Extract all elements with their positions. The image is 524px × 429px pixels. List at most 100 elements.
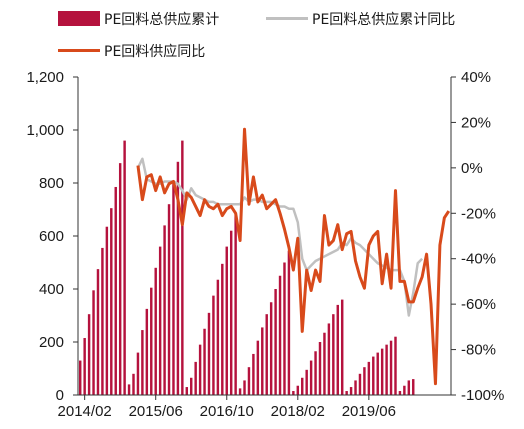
x-tick-label: 2016/10 <box>200 403 254 420</box>
bar-cumulative-supply <box>198 344 202 395</box>
bar-cumulative-supply <box>296 385 300 395</box>
bar-cumulative-supply <box>92 290 95 395</box>
left-tick-label: 800 <box>39 175 64 192</box>
left-tick-label: 1,000 <box>26 122 64 139</box>
left-tick-label: 1,200 <box>26 69 64 86</box>
bar-cumulative-supply <box>389 340 393 395</box>
bar-cumulative-supply <box>127 384 131 395</box>
bar-cumulative-supply <box>185 387 189 395</box>
bar-cumulative-supply <box>367 361 371 396</box>
chart-legend: PE回料总供应累计 PE回料总供应累计同比 PE回料供应同比 <box>58 11 455 60</box>
bar-cumulative-supply <box>158 246 162 395</box>
right-tick-label: -40% <box>461 251 496 268</box>
right-tick-label: -100% <box>461 387 504 404</box>
bar-cumulative-supply <box>118 163 122 396</box>
legend-item-supply-yoy: PE回料供应同比 <box>58 43 205 60</box>
left-tick-label: 200 <box>39 334 64 351</box>
bar-cumulative-supply <box>123 140 126 395</box>
bar-cumulative-supply <box>345 391 348 395</box>
x-axis-ticks: 2014/02 2015/06 2016/10 2018/02 2019/06 <box>58 395 396 420</box>
bar-cumulative-supply <box>87 314 91 395</box>
bar-cumulative-supply <box>150 287 153 395</box>
legend-item-cumulative-supply: PE回料总供应累计 <box>58 11 219 28</box>
bar-cumulative-supply <box>372 356 375 395</box>
bar-cumulative-supply <box>203 328 206 395</box>
bar-cumulative-supply <box>394 336 397 395</box>
bar-cumulative-supply <box>283 262 286 395</box>
line-supply-yoy <box>136 127 451 386</box>
bar-cumulative-supply <box>207 312 211 395</box>
right-tick-label: 40% <box>461 69 491 86</box>
bar-cumulative-supply <box>363 367 366 395</box>
bar-cumulative-supply <box>278 275 282 395</box>
bar-cumulative-supply <box>403 385 406 395</box>
legend-label-cumulative-yoy: PE回料总供应累计同比 <box>312 11 455 28</box>
bar-cumulative-supply <box>256 340 260 395</box>
bar-cumulative-supply <box>336 304 339 395</box>
bar-cumulative-supply <box>323 332 326 395</box>
bar-cumulative-supply <box>101 247 104 395</box>
x-tick-label: 2014/02 <box>58 403 112 420</box>
right-tick-label: 20% <box>461 114 491 131</box>
right-axis-ticks: -100% -80% -60% -40% -20% 0% 20% 40% <box>451 69 504 404</box>
bar-cumulative-supply <box>354 380 357 395</box>
bar-cumulative-supply <box>407 380 411 395</box>
bar-cumulative-supply <box>398 391 402 395</box>
bar-cumulative-supply <box>243 380 246 395</box>
right-tick-label: 0% <box>461 160 483 177</box>
bar-cumulative-supply <box>265 314 268 395</box>
bar-cumulative-supply <box>225 246 228 395</box>
bar-cumulative-supply <box>305 369 308 395</box>
bar-cumulative-supply <box>309 360 313 395</box>
bar-cumulative-supply <box>114 186 117 395</box>
bar-cumulative-supply <box>261 327 264 395</box>
bar-cumulative-supply <box>132 373 135 395</box>
bar-series <box>79 140 415 396</box>
legend-swatch-bar <box>58 11 100 26</box>
bar-cumulative-supply <box>216 279 220 395</box>
bar-cumulative-supply <box>181 140 184 395</box>
legend-item-cumulative-yoy: PE回料总供应累计同比 <box>266 11 455 28</box>
left-axis-ticks: 0 200 400 600 800 1,000 1,200 <box>26 69 78 404</box>
right-tick-label: -20% <box>461 205 496 222</box>
line-series <box>136 127 451 386</box>
right-tick-label: -80% <box>461 342 496 359</box>
bar-cumulative-supply <box>221 263 224 395</box>
bar-cumulative-supply <box>252 353 255 395</box>
bar-cumulative-supply <box>287 250 291 395</box>
left-tick-label: 0 <box>56 387 64 404</box>
bar-cumulative-supply <box>79 360 82 395</box>
bar-cumulative-supply <box>154 267 157 395</box>
bar-cumulative-supply <box>385 344 388 395</box>
bar-cumulative-supply <box>301 377 304 395</box>
right-tick-label: -60% <box>461 296 496 313</box>
x-tick-label: 2018/02 <box>271 403 325 420</box>
legend-label-cumulative-supply: PE回料总供应累计 <box>104 11 219 28</box>
bar-cumulative-supply <box>172 183 175 395</box>
bar-cumulative-supply <box>274 289 277 395</box>
bar-cumulative-supply <box>349 387 353 395</box>
bar-cumulative-supply <box>110 208 113 395</box>
bar-cumulative-supply <box>96 269 100 396</box>
bar-cumulative-supply <box>380 348 384 396</box>
bar-cumulative-supply <box>83 338 86 395</box>
bar-cumulative-supply <box>234 214 237 395</box>
left-tick-label: 400 <box>39 281 64 298</box>
bar-cumulative-supply <box>238 388 242 396</box>
bar-cumulative-supply <box>212 295 215 396</box>
bar-cumulative-supply <box>229 230 233 395</box>
bar-cumulative-supply <box>167 204 171 395</box>
bar-cumulative-supply <box>163 225 166 395</box>
bar-cumulative-supply <box>190 377 193 395</box>
bar-cumulative-supply <box>141 330 144 395</box>
x-tick-label: 2019/06 <box>342 403 396 420</box>
x-tick-label: 2015/06 <box>129 403 183 420</box>
bar-cumulative-supply <box>194 361 197 396</box>
bar-cumulative-supply <box>340 299 344 395</box>
bar-cumulative-supply <box>247 367 251 395</box>
bar-cumulative-supply <box>292 391 295 395</box>
bar-cumulative-supply <box>332 314 335 395</box>
bar-cumulative-supply <box>358 373 362 395</box>
bar-cumulative-supply <box>105 226 109 395</box>
